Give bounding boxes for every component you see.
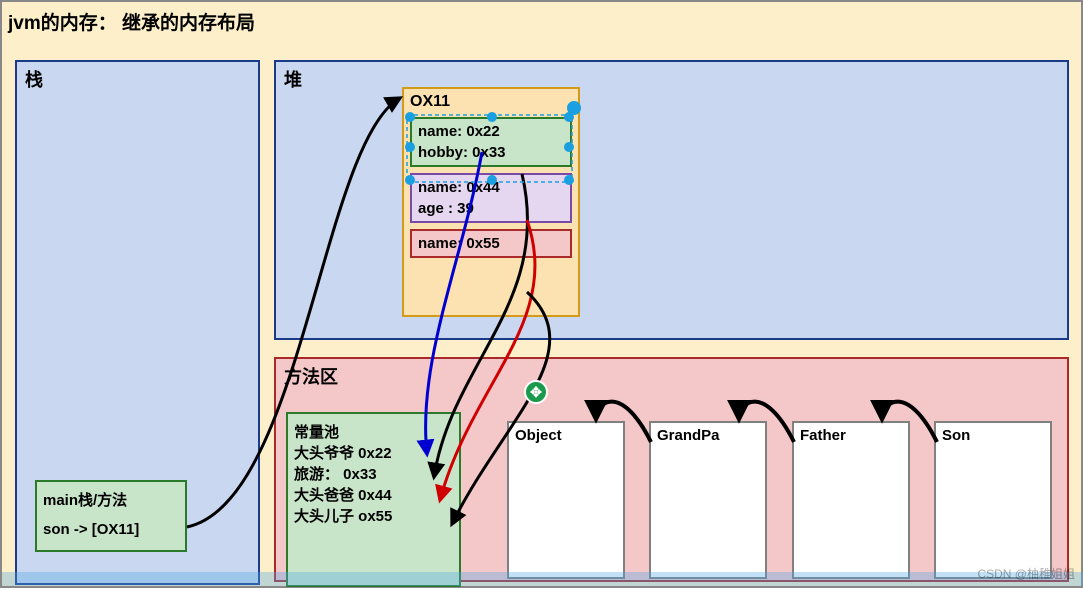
father-age: age : 39 (418, 198, 564, 219)
class-son: Son (934, 421, 1052, 579)
object-addr: OX11 (410, 93, 450, 110)
diagram-canvas: jvm的内存： 继承的内存布局 栈 堆 方法区 main栈/方法 son -> … (0, 0, 1083, 588)
stack-label: 栈 (25, 66, 250, 92)
main-stack-frame: main栈/方法 son -> [OX11] (35, 480, 187, 552)
object-grandpa-block[interactable]: name: 0x22 hobby: 0x33 (410, 117, 572, 167)
main-stack-line1: main栈/方法 (43, 487, 179, 516)
const-pool-l1: 大头爷爷 0x22 (294, 443, 453, 464)
class-object: Object (507, 421, 625, 579)
class-grandpa: GrandPa (649, 421, 767, 579)
diagram-title: jvm的内存： 继承的内存布局 (8, 8, 255, 35)
constant-pool: 常量池 大头爷爷 0x22 旅游： 0x33 大头爸爸 0x44 大头儿子 ox… (286, 412, 461, 587)
const-pool-l4: 大头儿子 ox55 (294, 506, 453, 527)
bottom-highlight (2, 572, 1083, 586)
heap-region: 堆 (274, 60, 1069, 340)
const-pool-l3: 大头爸爸 0x44 (294, 485, 453, 506)
grandpa-hobby: hobby: 0x33 (418, 142, 564, 163)
class-father: Father (792, 421, 910, 579)
grandpa-name: name: 0x22 (418, 121, 564, 142)
heap-label: 堆 (284, 66, 1059, 92)
const-pool-title: 常量池 (294, 422, 453, 443)
const-pool-l2: 旅游： 0x33 (294, 464, 453, 485)
son-name: name: 0x55 (418, 233, 564, 254)
move-icon[interactable]: ✥ (524, 380, 548, 404)
main-stack-line2: son -> [OX11] (43, 516, 179, 545)
class-object-label: Object (515, 427, 562, 444)
heap-object[interactable]: OX11 name: 0x22 hobby: 0x33 name: 0x44 a… (402, 87, 580, 317)
class-son-label: Son (942, 427, 970, 444)
object-father-block: name: 0x44 age : 39 (410, 173, 572, 223)
father-name: name: 0x44 (418, 177, 564, 198)
watermark: CSDN @柚稚姐姐 (977, 565, 1075, 582)
object-son-block: name: 0x55 (410, 229, 572, 258)
class-father-label: Father (800, 427, 846, 444)
class-grandpa-label: GrandPa (657, 427, 720, 444)
method-label: 方法区 (284, 363, 1059, 389)
